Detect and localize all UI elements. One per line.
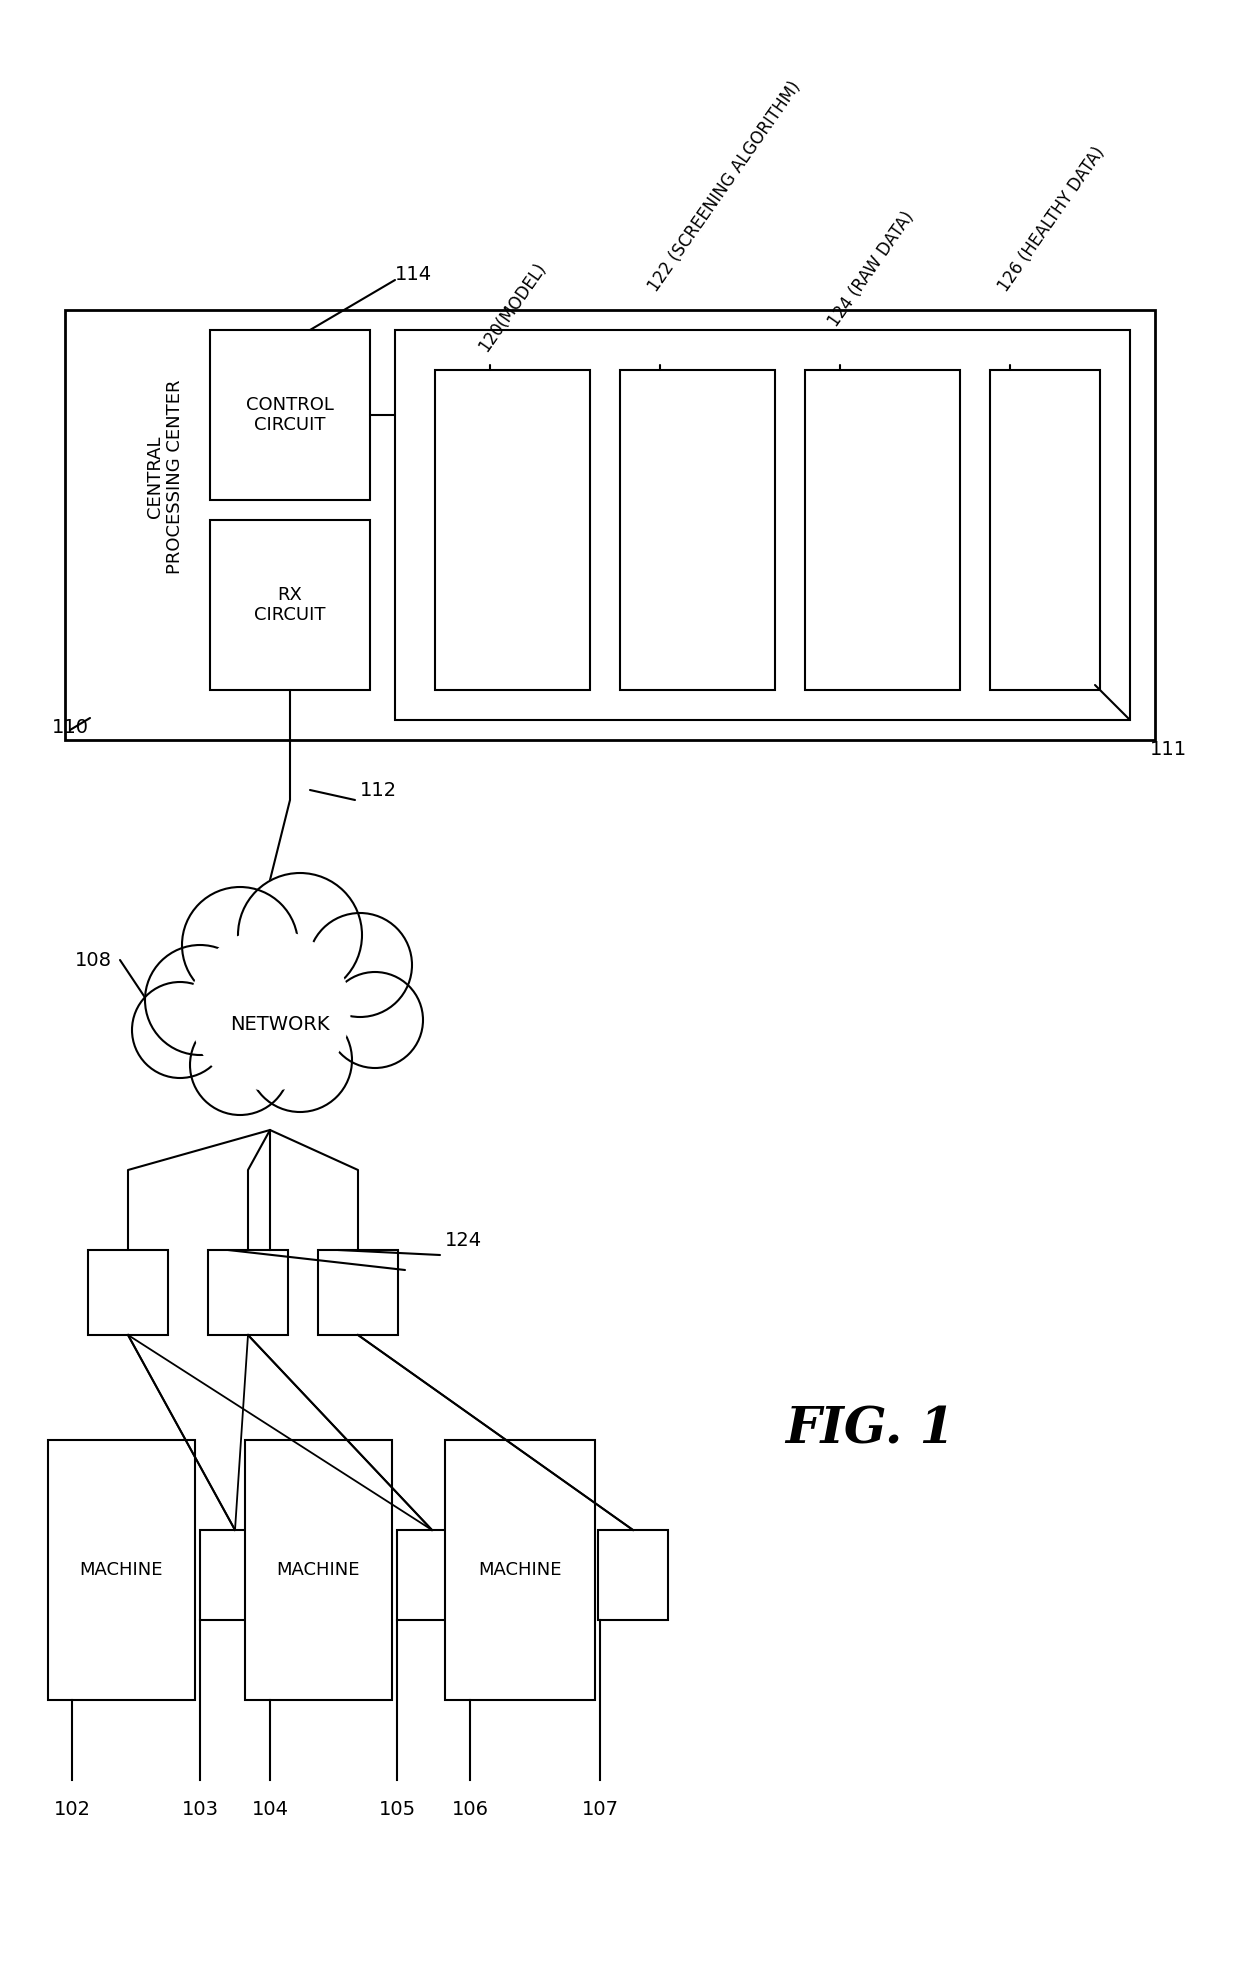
Text: 112: 112	[360, 781, 397, 799]
Text: 102: 102	[53, 1799, 91, 1819]
Bar	[317, 1250, 398, 1334]
Text: 106: 106	[451, 1799, 489, 1819]
Text: 103: 103	[181, 1799, 218, 1819]
Text: 122 (SCREENING ALGORITHM): 122 (SCREENING ALGORITHM)	[645, 78, 805, 294]
Bar	[435, 371, 590, 691]
Bar	[48, 1440, 195, 1699]
Text: 110: 110	[52, 718, 89, 738]
Text: 124 (RAW DATA): 124 (RAW DATA)	[826, 208, 918, 330]
Bar	[620, 371, 775, 691]
Bar	[64, 310, 1154, 740]
Bar	[88, 1250, 167, 1334]
Bar	[397, 1530, 467, 1621]
Bar	[200, 1530, 270, 1621]
Text: 108: 108	[74, 950, 112, 969]
Circle shape	[327, 971, 423, 1067]
Text: 104: 104	[252, 1799, 289, 1819]
Text: MACHINE: MACHINE	[479, 1562, 562, 1579]
Bar	[246, 1440, 392, 1699]
Text: 111: 111	[1149, 740, 1187, 759]
Bar	[445, 1440, 595, 1699]
Circle shape	[190, 1014, 290, 1114]
Bar	[210, 520, 370, 691]
Circle shape	[248, 1008, 352, 1112]
Text: RX
CIRCUIT: RX CIRCUIT	[254, 585, 326, 624]
Text: CONTROL
CIRCUIT: CONTROL CIRCUIT	[246, 396, 334, 434]
Text: 126 (HEALTHY DATA): 126 (HEALTHY DATA)	[996, 143, 1109, 294]
Circle shape	[308, 912, 412, 1016]
Circle shape	[238, 873, 362, 997]
Text: NETWORK: NETWORK	[231, 1016, 330, 1034]
Bar	[990, 371, 1100, 691]
Text: 114: 114	[396, 265, 432, 284]
Text: 120(MODEL): 120(MODEL)	[475, 259, 549, 355]
Bar	[208, 1250, 288, 1334]
Text: MACHINE: MACHINE	[79, 1562, 162, 1579]
Bar	[210, 330, 370, 500]
Text: 107: 107	[582, 1799, 619, 1819]
Circle shape	[182, 887, 298, 1003]
Bar	[396, 330, 1130, 720]
Bar	[598, 1530, 668, 1621]
Circle shape	[131, 983, 228, 1077]
Text: 105: 105	[378, 1799, 415, 1819]
Text: CENTRAL
PROCESSING CENTER: CENTRAL PROCESSING CENTER	[145, 381, 185, 575]
Text: MACHINE: MACHINE	[277, 1562, 360, 1579]
Bar	[805, 371, 960, 691]
Circle shape	[145, 946, 255, 1056]
Text: FIG. 1: FIG. 1	[785, 1405, 955, 1454]
Circle shape	[190, 930, 350, 1091]
Text: 124: 124	[445, 1230, 482, 1250]
